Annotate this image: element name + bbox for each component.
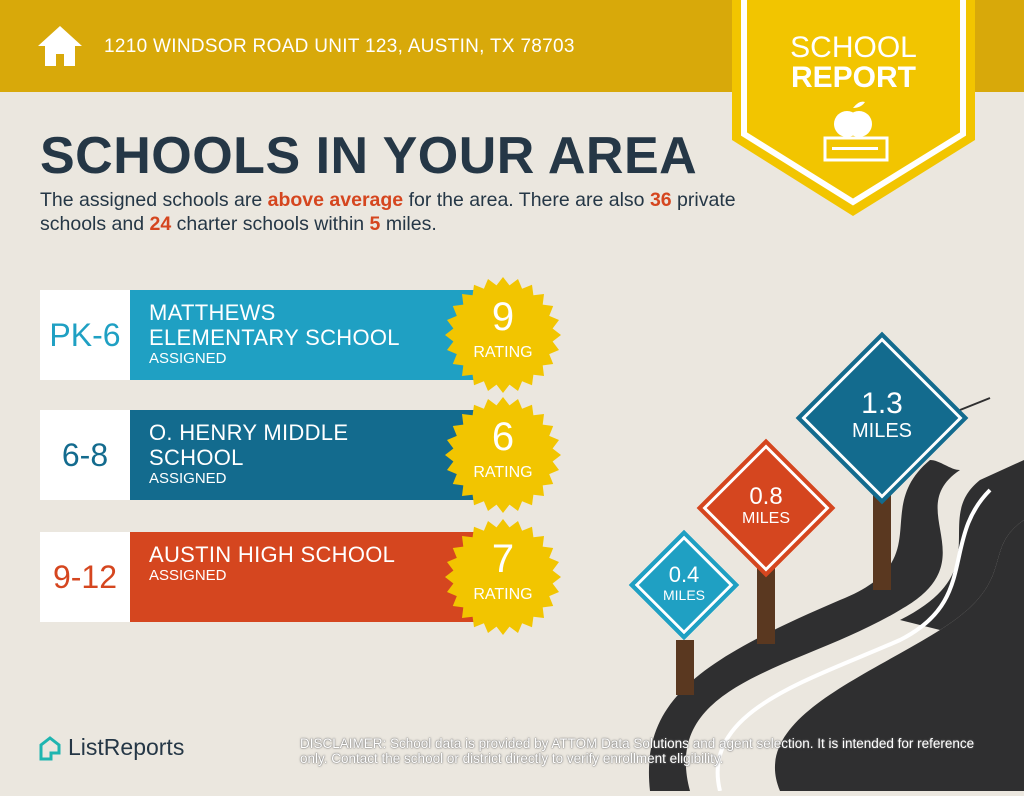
badge-line-2: REPORT (790, 61, 916, 94)
grade-range: PK-6 (40, 290, 130, 380)
sign-distance: 0.4 (668, 562, 700, 587)
disclaimer: DISCLAIMER: School data is provided by A… (300, 736, 975, 766)
sign-unit: MILES (851, 420, 913, 442)
property-address: 1210 WINDSOR ROAD UNIT 123, AUSTIN, TX 7… (104, 36, 575, 57)
rating-seal-icon (445, 277, 561, 393)
sign-post (873, 490, 891, 590)
school-row: 9-12 AUSTIN HIGH SCHOOL ASSIGNED 7 RATIN… (40, 519, 561, 635)
rating-label: RATING (473, 464, 533, 481)
school-name-line-1: O. HENRY MIDDLE (149, 420, 349, 445)
rating-value: 6 (491, 415, 515, 459)
home-icon (38, 26, 82, 66)
school-name-line-2: ELEMENTARY SCHOOL (149, 325, 400, 350)
school-name-line-1: MATTHEWS (149, 300, 276, 325)
sign-unit: MILES (662, 587, 705, 603)
road-illustration (648, 397, 1024, 792)
sign-distance: 1.3 (861, 387, 903, 420)
school-name-line-1: AUSTIN HIGH SCHOOL (149, 542, 396, 567)
school-row: PK-6 MATTHEWS ELEMENTARY SCHOOL ASSIGNED… (40, 277, 561, 393)
sign-distance: 0.8 (749, 483, 783, 510)
rating-seal-icon (445, 519, 561, 635)
school-status: ASSIGNED (149, 470, 227, 487)
sign-unit: MILES (741, 510, 790, 527)
school-info: MATTHEWS ELEMENTARY SCHOOL ASSIGNED (130, 290, 475, 380)
school-status: ASSIGNED (149, 350, 227, 367)
school-info: O. HENRY MIDDLE SCHOOL ASSIGNED (130, 410, 475, 500)
grade-range: 9-12 (40, 532, 130, 622)
sign-post (757, 560, 775, 644)
listreports-logo: ListReports (38, 734, 184, 761)
school-name-line-2: SCHOOL (149, 445, 244, 470)
apple-books-icon (823, 101, 889, 162)
rating-seal-icon (445, 397, 561, 513)
grade-range: 6-8 (40, 410, 130, 500)
sign-post (676, 640, 694, 695)
badge-line-1: SCHOOL (790, 31, 917, 64)
rating-label: RATING (473, 586, 533, 603)
page-title: SCHOOLS IN YOUR AREA (40, 127, 698, 185)
school-row: 6-8 O. HENRY MIDDLE SCHOOL ASSIGNED 6 RA… (40, 397, 561, 513)
road-scene (600, 320, 1024, 796)
school-report-badge (732, 0, 975, 216)
logo-icon (39, 735, 61, 760)
school-status: ASSIGNED (149, 567, 227, 584)
school-info: AUSTIN HIGH SCHOOL ASSIGNED (130, 532, 475, 622)
rating-value: 9 (491, 295, 515, 339)
rating-label: RATING (473, 344, 533, 361)
summary-text: The assigned schools are above average f… (40, 189, 736, 235)
rating-value: 7 (491, 537, 515, 581)
